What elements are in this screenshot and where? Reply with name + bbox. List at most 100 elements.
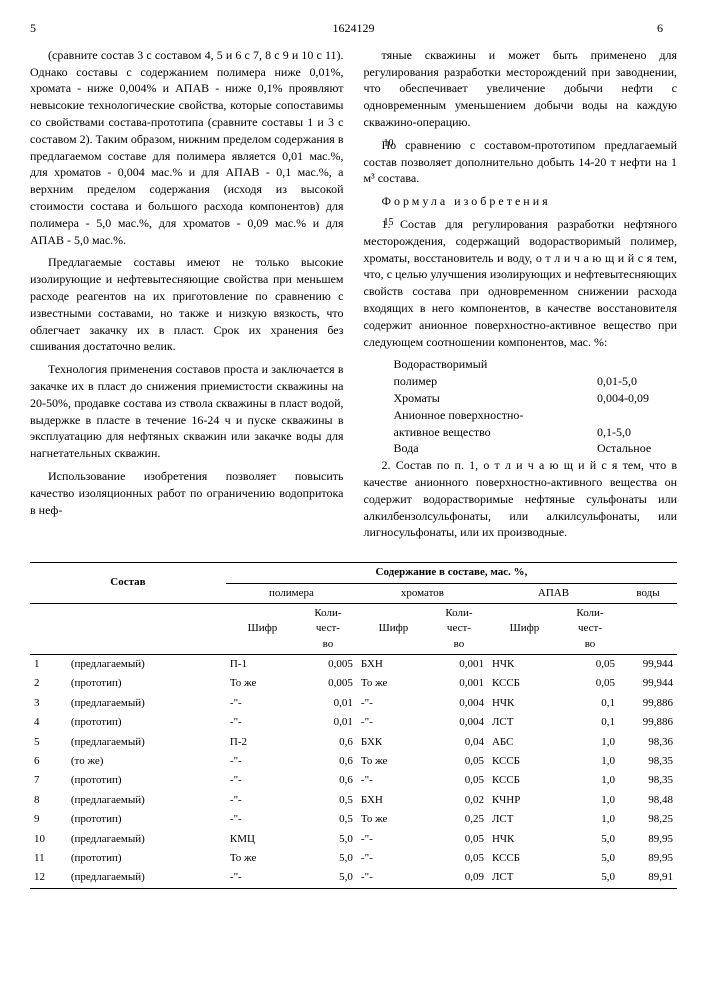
row-type: (прототип): [67, 771, 226, 790]
ing-polymer-2: полимер: [394, 373, 598, 390]
row-type: (предлагаемый): [67, 733, 226, 752]
th-shifr-2: Шифр: [357, 603, 430, 654]
row-num: 5: [30, 733, 67, 752]
chromat-kol: 0,004: [430, 713, 488, 732]
th-kol-3: Коли- чест- во: [561, 603, 619, 654]
chromat-kol: 0,25: [430, 810, 488, 829]
table-row: 5(предлагаемый)П-20,6БХК0,04АБС1,098,36: [30, 733, 677, 752]
apav-shifr: ЛСТ: [488, 810, 561, 829]
chromat-shifr: БХН: [357, 655, 430, 675]
page-num-left: 5: [30, 20, 50, 37]
polymer-shifr: -"-: [226, 791, 299, 810]
right-column: тяные скважины и может быть применено дл…: [364, 47, 678, 547]
th-chromat: хроматов: [357, 583, 488, 603]
polymer-shifr: -"-: [226, 771, 299, 790]
polymer-shifr: То же: [226, 674, 299, 693]
ing-chromat-val: 0,004-0,09: [597, 390, 677, 407]
row-type: (предлагаемый): [67, 791, 226, 810]
chromat-kol: 0,001: [430, 674, 488, 693]
water-val: 99,944: [619, 674, 677, 693]
polymer-kol: 0,5: [299, 791, 357, 810]
table-row: 7(прототип)-"-0,6-"-0,05КССБ1,098,35: [30, 771, 677, 790]
water-val: 89,91: [619, 868, 677, 888]
water-val: 99,886: [619, 713, 677, 732]
apav-kol: 0,1: [561, 713, 619, 732]
chromat-kol: 0,05: [430, 849, 488, 868]
apav-kol: 5,0: [561, 830, 619, 849]
chromat-kol: 0,05: [430, 771, 488, 790]
apav-shifr: НЧК: [488, 830, 561, 849]
table-row: 2(прототип)То же0,005То же0,001КССБ0,059…: [30, 674, 677, 693]
chromat-shifr: -"-: [357, 771, 430, 790]
left-p3: Технология применения составов проста и …: [30, 361, 344, 462]
apav-kol: 1,0: [561, 810, 619, 829]
water-val: 98,35: [619, 771, 677, 790]
apav-kol: 5,0: [561, 868, 619, 888]
ing-anion-2: активное вещество: [394, 424, 598, 441]
row-num: 2: [30, 674, 67, 693]
apav-kol: 5,0: [561, 849, 619, 868]
th-shifr-3: Шифр: [488, 603, 561, 654]
polymer-shifr: КМЦ: [226, 830, 299, 849]
th-water: воды: [619, 583, 677, 603]
polymer-kol: 0,01: [299, 694, 357, 713]
row-type: (прототип): [67, 810, 226, 829]
polymer-kol: 0,01: [299, 713, 357, 732]
row-num: 9: [30, 810, 67, 829]
chromat-kol: 0,02: [430, 791, 488, 810]
chromat-kol: 0,09: [430, 868, 488, 888]
text-columns: (сравните состав 3 с составом 4, 5 и 6 с…: [30, 47, 677, 547]
chromat-shifr: -"-: [357, 868, 430, 888]
polymer-kol: 5,0: [299, 868, 357, 888]
water-val: 98,25: [619, 810, 677, 829]
polymer-shifr: -"-: [226, 810, 299, 829]
chromat-kol: 0,001: [430, 655, 488, 675]
polymer-kol: 0,005: [299, 674, 357, 693]
chromat-shifr: -"-: [357, 694, 430, 713]
row-num: 11: [30, 849, 67, 868]
table-row: 6(то же)-"-0,6То же0,05КССБ1,098,35: [30, 752, 677, 771]
polymer-kol: 5,0: [299, 849, 357, 868]
apav-shifr: НЧК: [488, 655, 561, 675]
table-row: 8(предлагаемый)-"-0,5БХН0,02КЧНР1,098,48: [30, 791, 677, 810]
chromat-shifr: То же: [357, 752, 430, 771]
th-shifr-1: Шифр: [226, 603, 299, 654]
apav-shifr: НЧК: [488, 694, 561, 713]
polymer-shifr: -"-: [226, 752, 299, 771]
polymer-shifr: П-1: [226, 655, 299, 675]
polymer-kol: 0,005: [299, 655, 357, 675]
row-num: 12: [30, 868, 67, 888]
left-p2: Предлагаемые составы имеют не только выс…: [30, 254, 344, 355]
chromat-shifr: -"-: [357, 849, 430, 868]
apav-shifr: КССБ: [488, 771, 561, 790]
apav-shifr: КЧНР: [488, 791, 561, 810]
ingredients-list: Водорастворимый полимер 0,01-5,0 Хроматы…: [394, 356, 678, 457]
polymer-shifr: -"-: [226, 694, 299, 713]
row-type: (предлагаемый): [67, 694, 226, 713]
right-p1: тяные скважины и может быть применено дл…: [364, 47, 678, 131]
document-number: 1624129: [50, 20, 657, 37]
water-val: 98,36: [619, 733, 677, 752]
table-row: 11(прототип)То же5,0-"-0,05КССБ5,089,95: [30, 849, 677, 868]
water-val: 99,886: [619, 694, 677, 713]
row-num: 8: [30, 791, 67, 810]
apav-kol: 0,05: [561, 674, 619, 693]
polymer-shifr: -"-: [226, 868, 299, 888]
water-val: 99,944: [619, 655, 677, 675]
left-p1: (сравните состав 3 с составом 4, 5 и 6 с…: [30, 47, 344, 249]
left-p4: Использование изобретения позволяет повы…: [30, 468, 344, 518]
chromat-kol: 0,04: [430, 733, 488, 752]
polymer-shifr: -"-: [226, 713, 299, 732]
line-num-15: 15: [366, 216, 394, 230]
row-num: 6: [30, 752, 67, 771]
chromat-shifr: БХК: [357, 733, 430, 752]
row-type: (предлагаемый): [67, 830, 226, 849]
th-sostav: Состав: [30, 563, 226, 604]
chromat-kol: 0,004: [430, 694, 488, 713]
th-kol-1: Коли- чест- во: [299, 603, 357, 654]
row-type: (прототип): [67, 849, 226, 868]
apav-kol: 1,0: [561, 752, 619, 771]
apav-kol: 0,05: [561, 655, 619, 675]
chromat-shifr: То же: [357, 810, 430, 829]
apav-kol: 1,0: [561, 791, 619, 810]
